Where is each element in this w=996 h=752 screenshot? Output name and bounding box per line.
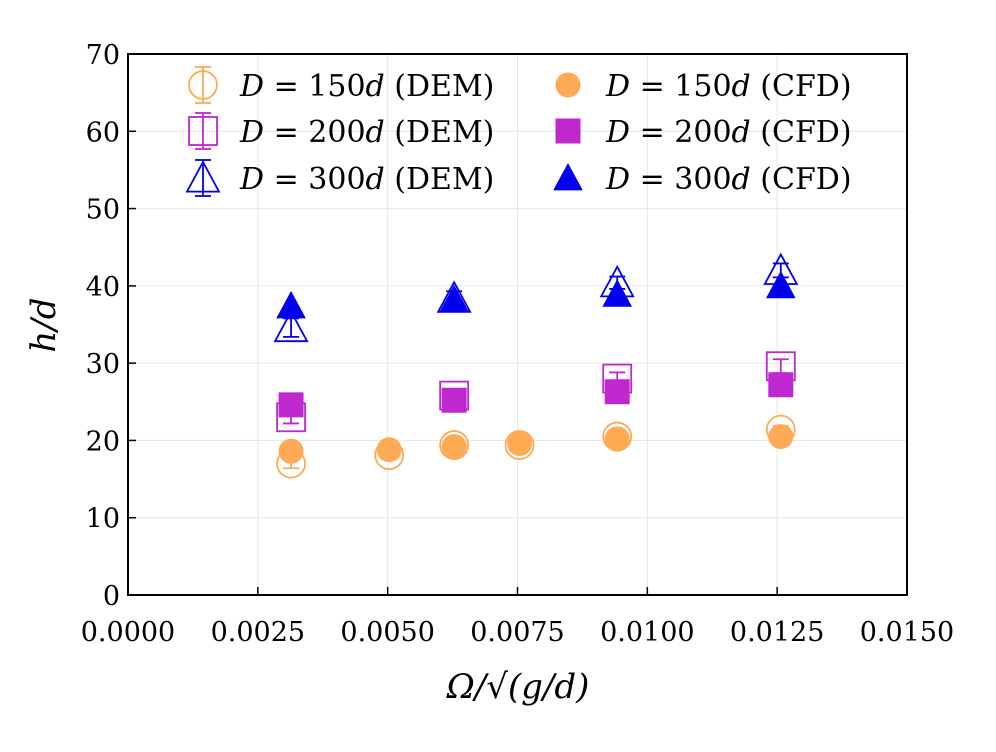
series-1 [276, 351, 796, 433]
data-point [602, 279, 633, 307]
legend-entry: D = 200d (CFD) [555, 115, 852, 150]
data-point [441, 387, 467, 413]
legend-entry: D = 150d (DEM) [188, 66, 494, 104]
legend-label: D = 200d (DEM) [239, 115, 494, 150]
x-tick-label: 0.0050 [340, 617, 434, 648]
series-2 [273, 252, 799, 343]
grid-layer [127, 53, 908, 596]
data-point [507, 431, 533, 457]
x-tick-label: 0.0100 [600, 617, 694, 648]
legend-label: D = 150d (CFD) [605, 69, 852, 104]
data-point [768, 372, 794, 398]
data-point [768, 424, 794, 450]
x-tick-label: 0.0000 [81, 617, 175, 648]
y-tick-label: 50 [86, 195, 120, 226]
data-point [273, 309, 309, 343]
legend: D = 150d (DEM) D = 200d (DEM) D = 300d (DE… [185, 66, 852, 197]
data-point [765, 270, 796, 299]
y-tick-label: 10 [86, 504, 120, 535]
y-axis-title: h/d [24, 297, 64, 352]
legend-marker [553, 162, 583, 191]
y-tick-label: 20 [86, 426, 120, 457]
legend-marker [555, 72, 581, 98]
legend-label: D = 200d (CFD) [605, 115, 852, 150]
data-point [376, 437, 402, 463]
ticks-layer: 0.0000 0.0025 0.0050 0.0075 0.0100 0.0125 0.01… [81, 40, 954, 648]
series-3 [278, 424, 794, 464]
data-point [441, 434, 467, 460]
y-tick-label: 40 [86, 272, 120, 303]
legend-label: D = 150d (DEM) [239, 69, 494, 104]
legend-label: D = 300d (CFD) [605, 162, 852, 197]
x-tick-label: 0.0075 [470, 617, 564, 648]
data-point [604, 426, 630, 452]
legend-label: D = 300d (DEM) [239, 162, 494, 197]
data-point [278, 438, 304, 464]
y-tick-label: 30 [86, 349, 120, 380]
series-5 [276, 270, 796, 319]
y-tick-label: 60 [86, 117, 120, 148]
legend-entry: D = 200d (DEM) [188, 112, 494, 150]
legend-entry: D = 300d (DEM) [185, 159, 494, 197]
legend-marker [188, 70, 218, 100]
data-point [439, 284, 469, 313]
y-tick-label: 70 [86, 40, 120, 71]
data-point [278, 392, 304, 418]
legend-marker [555, 118, 581, 144]
y-tick-label: 0 [103, 581, 120, 612]
marks-layer [273, 252, 799, 479]
x-axis-title: Ω/√(g/d) [446, 667, 590, 707]
legend-entry: D = 300d (CFD) [553, 162, 852, 197]
legend-marker [188, 116, 218, 146]
series-0 [276, 414, 796, 479]
x-tick-label: 0.0125 [730, 617, 824, 648]
x-tick-label: 0.0150 [860, 617, 954, 648]
data-point [276, 290, 306, 319]
legend-entry: D = 150d (CFD) [555, 69, 852, 104]
legend-marker [185, 160, 221, 193]
data-point [604, 379, 630, 405]
series-4 [278, 372, 794, 418]
x-tick-label: 0.0025 [211, 617, 305, 648]
